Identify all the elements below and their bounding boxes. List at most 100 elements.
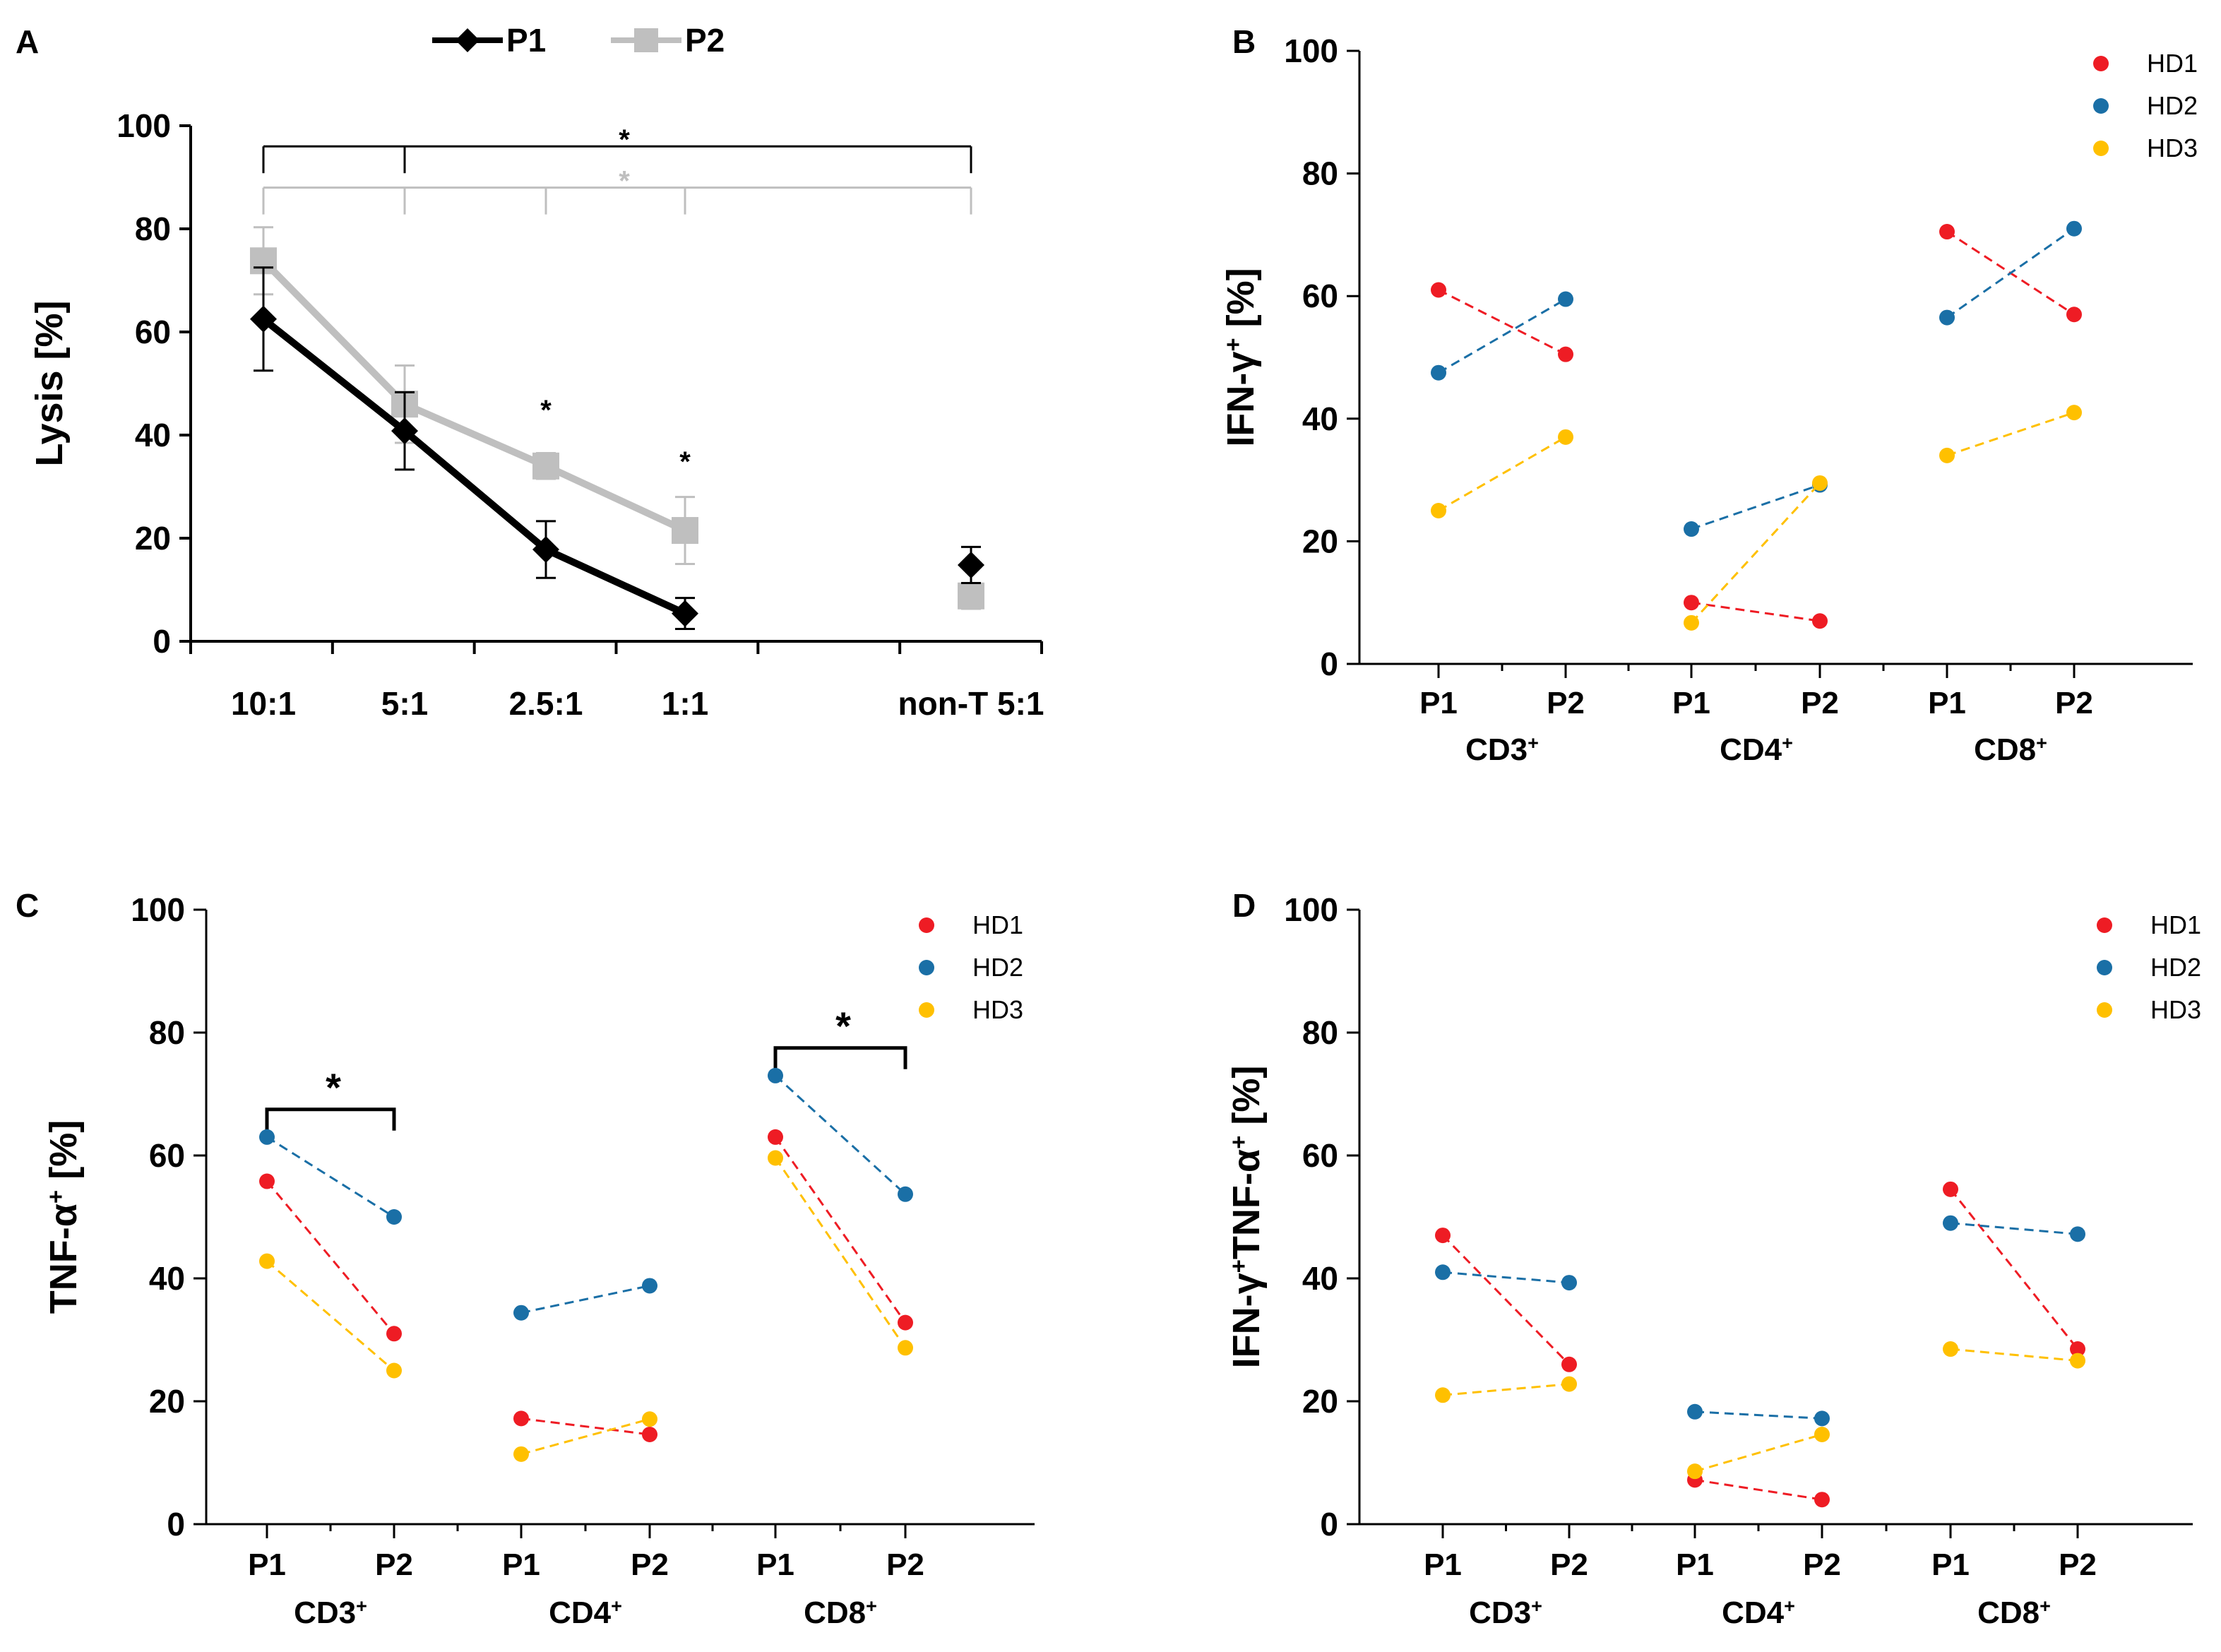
series-hd2-point: [1558, 291, 1573, 307]
legend-hd2-marker: [2097, 960, 2112, 975]
x-tick-label-p1: P1: [1931, 1547, 1970, 1582]
y-tick-label-100: 100: [131, 891, 185, 928]
series-hd2-point: [2066, 220, 2082, 237]
y-axis-label: IFN-γ+ [%]: [1220, 268, 1263, 446]
y-tick-label-20: 20: [135, 520, 171, 557]
series-hd2-point: [642, 1278, 657, 1294]
series-hd3-point: [1687, 1463, 1703, 1480]
series-hd2-dashed-line: [520, 1284, 650, 1314]
series-hd3-dashed-line: [266, 1260, 395, 1372]
x-tick-label-p1: P1: [502, 1547, 540, 1582]
legend-hd3-marker: [2093, 141, 2109, 156]
legend-hd1-label: HD1: [2147, 49, 2198, 78]
group-label-cd4: CD4+: [549, 1595, 622, 1630]
series-hd2-point: [1939, 309, 1955, 326]
y-tick-label-60: 60: [135, 314, 171, 350]
series-hd3-dashed-line: [1694, 1433, 1823, 1473]
y-tick-label-40: 40: [1302, 400, 1338, 437]
series-p1-line: [261, 316, 687, 617]
significance-star-1: *: [326, 1065, 341, 1110]
legend-hd2-label: HD2: [972, 953, 1023, 982]
series-hd3-point: [1814, 1426, 1830, 1442]
series-hd1-point: [1812, 613, 1828, 629]
y-tick-label-100: 100: [117, 107, 171, 144]
y-tick-label-0: 0: [1320, 646, 1338, 682]
series-hd3-dashed-line: [1438, 436, 1566, 512]
series-hd1-point: [1943, 1181, 1958, 1197]
x-tick-label-p2: P2: [2059, 1547, 2097, 1582]
x-tick-label-p2: P2: [375, 1547, 413, 1582]
y-tick-label-40: 40: [149, 1260, 185, 1297]
series-p2-point: [672, 517, 698, 545]
series-hd2-dashed-line: [1950, 1222, 2078, 1235]
x-tick-label-p1: P1: [1672, 686, 1710, 720]
series-p1-point: [391, 417, 418, 445]
series-hd1-point: [2070, 1341, 2085, 1357]
series-hd1-dashed-line: [520, 1417, 650, 1436]
y-tick-label-40: 40: [1302, 1260, 1338, 1297]
group-label-cd3: CD3+: [294, 1595, 367, 1630]
series-hd2-point: [1684, 521, 1699, 537]
series-hd3-point: [1561, 1376, 1577, 1392]
legend-p1-marker: [455, 28, 480, 52]
x-tick-label-p1: P1: [1424, 1547, 1462, 1582]
y-axis-label: TNF-α+ [%]: [42, 1120, 85, 1314]
legend-p1-label: P1: [506, 22, 546, 59]
series-hd2-dashed-line: [1691, 484, 1821, 530]
group-label-cd8: CD8+: [804, 1595, 877, 1630]
series-hd1-point: [386, 1326, 402, 1342]
series-hd3-dashed-line: [1690, 482, 1821, 624]
legend-hd3-marker: [919, 1002, 934, 1018]
series-hd1-point: [1814, 1492, 1830, 1508]
series-hd2-point: [386, 1209, 402, 1225]
series-p1-point: [532, 536, 559, 564]
series-hd2-dashed-line: [1694, 1410, 1823, 1420]
series-hd1-point: [2066, 307, 2082, 323]
y-tick-label-20: 20: [1302, 523, 1338, 559]
y-tick-label-80: 80: [1302, 155, 1338, 192]
legend-hd1-marker: [2097, 917, 2112, 933]
significance-star-bracket-1: *: [619, 124, 630, 155]
group-label-cd4: CD4+: [1722, 1595, 1795, 1630]
y-tick-label-0: 0: [1320, 1506, 1338, 1543]
series-hd2-point: [1435, 1264, 1451, 1280]
x-tick-label-p1: P1: [1928, 686, 1966, 720]
x-tick-label-non-t-5-1: non-T 5:1: [898, 685, 1044, 722]
series-hd1-dashed-line: [1438, 289, 1566, 355]
legend-p2-marker: [634, 28, 658, 52]
series-hd1-point: [642, 1426, 657, 1442]
series-hd1-point: [259, 1173, 275, 1189]
legend-hd1-marker: [2093, 56, 2109, 71]
x-tick-label-p2: P2: [1550, 1547, 1588, 1582]
legend-hd2-marker: [2093, 98, 2109, 114]
x-tick-label-p2: P2: [2055, 686, 2093, 720]
y-tick-label-20: 20: [1302, 1383, 1338, 1420]
group-label-cd8: CD8+: [1974, 732, 2047, 767]
series-hd1-point: [1435, 1228, 1451, 1244]
series-p1-point: [250, 305, 277, 333]
x-tick-label-p2: P2: [1803, 1547, 1841, 1582]
x-tick-label-p2: P2: [631, 1547, 669, 1582]
y-tick-label-80: 80: [149, 1014, 185, 1051]
series-hd2-point: [2070, 1226, 2085, 1242]
series-hd1-dashed-line: [1691, 601, 1821, 622]
series-hd2-dashed-line: [1438, 298, 1566, 374]
x-tick-label-p2: P2: [1547, 686, 1585, 720]
series-hd1-dashed-line: [774, 1136, 907, 1324]
significance-star-bracket-2: *: [619, 166, 630, 197]
legend-hd3-label: HD3: [2147, 133, 2198, 162]
series-hd1-point: [1561, 1356, 1577, 1372]
series-hd3-dashed-line: [1442, 1383, 1570, 1396]
y-tick-label-40: 40: [135, 417, 171, 453]
series-hd1-point: [1558, 346, 1573, 362]
series-hd3-dashed-line: [1946, 411, 2075, 457]
x-tick-label-p1: P1: [756, 1547, 794, 1582]
series-hd3-point: [1558, 429, 1573, 445]
panel-label-c: C: [16, 887, 39, 924]
series-hd1-dashed-line: [1949, 1188, 2079, 1350]
x-tick-label-p2: P2: [886, 1547, 924, 1582]
significance-bracket-2: [773, 1046, 907, 1069]
series-hd3-point: [2070, 1353, 2085, 1369]
y-tick-label-0: 0: [167, 1506, 185, 1543]
y-tick-label-60: 60: [1302, 1137, 1338, 1174]
